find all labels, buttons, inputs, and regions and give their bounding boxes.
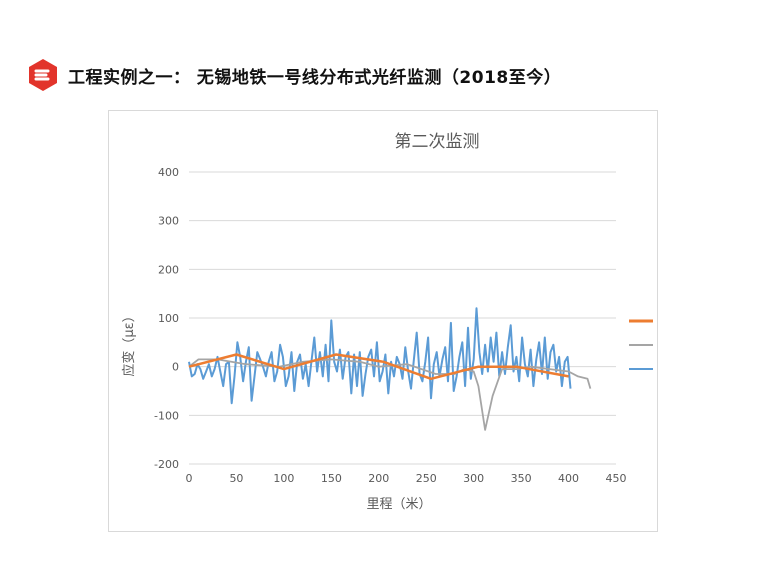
chart-title: 第二次监测 <box>395 132 480 152</box>
y-tick-label: -200 <box>154 458 179 471</box>
x-tick-label: 400 <box>558 472 579 485</box>
series-lines <box>188 307 592 431</box>
y-axis-label: 应变（με） <box>121 309 137 376</box>
series-line <box>188 307 572 405</box>
y-tick-label: -100 <box>154 409 179 422</box>
x-tick-label: 250 <box>416 472 437 485</box>
y-tick-label: 100 <box>158 312 179 325</box>
x-axis-label: 里程（米） <box>366 497 431 512</box>
chart-frame: 第二次监测 -200 -100 0 100 200 300 400 0 50 100 150 200… <box>108 110 725 532</box>
company-logo-icon <box>29 59 57 91</box>
strain-chart: 第二次监测 -200 -100 0 100 200 300 400 0 50 100 150 200… <box>121 132 725 512</box>
series-line <box>188 353 569 381</box>
gridlines <box>189 171 616 465</box>
x-tick-label: 0 <box>186 472 193 485</box>
x-tick-label: 300 <box>463 472 484 485</box>
x-axis-ticks: 0 50 100 150 200 250 300 350 400 450 <box>186 472 627 485</box>
x-tick-label: 450 <box>606 472 627 485</box>
y-tick-label: 0 <box>172 361 179 374</box>
slide-header: 工程实例之一： 无锡地铁一号线分布式光纤监测（2018至今） <box>26 58 561 92</box>
x-tick-label: 150 <box>321 472 342 485</box>
y-axis-ticks: -200 -100 0 100 200 300 400 <box>154 166 179 471</box>
y-tick-label: 300 <box>158 215 179 228</box>
x-tick-label: 100 <box>273 472 294 485</box>
x-tick-label: 350 <box>511 472 532 485</box>
x-tick-label: 200 <box>368 472 389 485</box>
y-tick-label: 200 <box>158 263 179 276</box>
legend: 结构沉降监测道床沉降监测光纤监测 <box>629 314 725 376</box>
y-tick-label: 400 <box>158 166 179 179</box>
page-title: 工程实例之一： 无锡地铁一号线分布式光纤监测（2018至今） <box>68 67 562 88</box>
x-tick-label: 50 <box>229 472 243 485</box>
